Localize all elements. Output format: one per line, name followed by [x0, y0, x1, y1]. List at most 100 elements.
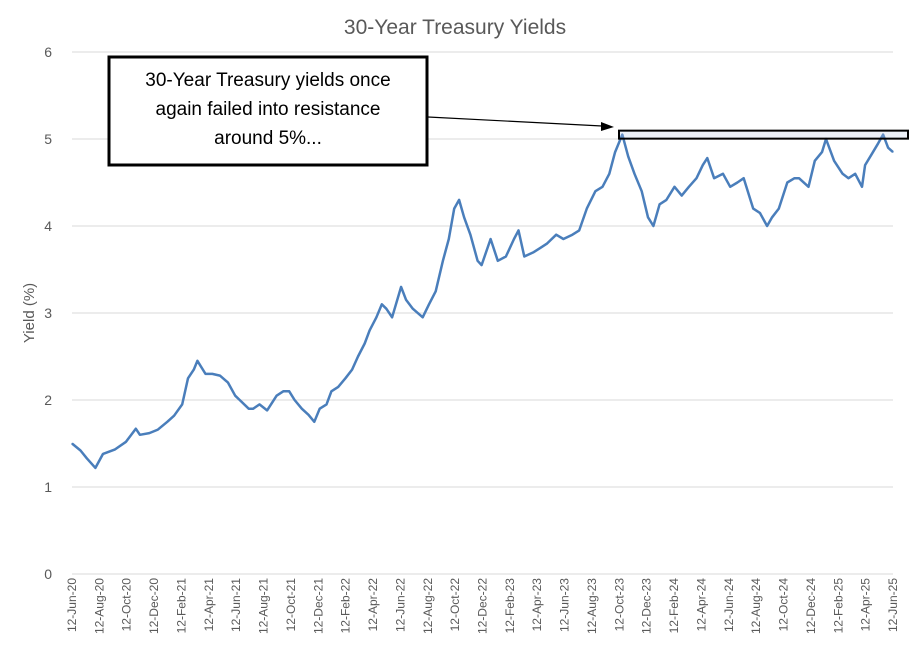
data-point	[505, 255, 507, 258]
data-point	[652, 225, 654, 227]
x-tick-label: 12-Dec-23	[640, 578, 654, 634]
data-point	[288, 390, 290, 392]
x-tick-label: 12-Feb-21	[174, 578, 188, 634]
data-point	[275, 395, 278, 397]
data-point	[695, 177, 698, 179]
x-tick-label: 12-Oct-24	[777, 578, 791, 632]
data-point	[842, 173, 844, 175]
data-point	[546, 242, 548, 244]
data-point	[385, 308, 387, 310]
x-tick-label: 12-Jun-20	[65, 578, 79, 632]
data-point	[571, 234, 574, 236]
data-point	[729, 186, 731, 188]
data-point	[252, 408, 254, 410]
x-tick-label: 12-Feb-23	[503, 578, 517, 634]
yield-series-line	[71, 133, 894, 470]
annotation-line-3: around 5%...	[214, 128, 322, 149]
data-point	[405, 299, 407, 301]
data-point	[422, 316, 424, 318]
data-point	[476, 260, 479, 262]
data-point	[778, 208, 780, 210]
data-point	[139, 434, 141, 436]
data-point	[870, 154, 873, 156]
data-point	[114, 448, 116, 451]
data-point	[330, 390, 333, 392]
data-point	[793, 177, 796, 179]
data-point	[375, 316, 377, 318]
data-point	[887, 147, 889, 149]
x-tick-label: 12-Aug-23	[585, 578, 599, 634]
data-point	[442, 260, 444, 262]
data-point	[248, 408, 250, 410]
data-point	[702, 164, 704, 166]
x-tick-label: 12-Oct-22	[448, 578, 462, 632]
data-point	[234, 395, 236, 397]
y-tick-label: 5	[44, 131, 52, 147]
data-point	[266, 409, 268, 412]
data-point	[196, 360, 199, 362]
data-point	[227, 382, 229, 384]
data-point	[533, 251, 535, 253]
data-point	[463, 216, 465, 218]
data-point	[489, 238, 492, 240]
data-point	[102, 453, 104, 455]
data-point	[211, 373, 213, 375]
annotation-arrow-line	[427, 116, 603, 127]
data-point	[771, 216, 773, 218]
data-point	[513, 238, 515, 240]
annotation-line-2: again failed into resistance	[156, 99, 381, 120]
data-point	[688, 186, 690, 188]
data-point	[325, 403, 328, 405]
data-point	[882, 134, 884, 136]
data-point	[833, 160, 835, 162]
y-tick-label: 0	[44, 566, 52, 582]
data-point	[181, 403, 183, 405]
data-point	[282, 390, 284, 392]
x-tick-label: 12-Jun-23	[558, 578, 572, 632]
data-point	[562, 238, 565, 240]
data-point	[453, 208, 455, 210]
data-point	[814, 160, 816, 162]
y-tick-label: 1	[44, 479, 52, 495]
data-point	[193, 368, 195, 371]
data-point	[71, 442, 73, 445]
data-point	[555, 234, 557, 236]
y-tick-label: 6	[44, 44, 52, 60]
x-tick-label: 12-Dec-24	[804, 578, 818, 634]
x-axis-ticks: 12-Jun-20 12-Aug-20 12-Oct-20 12-Dec-20 12-F…	[65, 578, 900, 634]
data-point	[633, 173, 636, 175]
data-point	[821, 151, 823, 153]
x-tick-label: 12-Feb-25	[831, 578, 845, 634]
data-point	[400, 286, 402, 288]
x-tick-label: 12-Dec-20	[147, 578, 161, 634]
data-point	[307, 414, 310, 416]
chart-title: 30-Year Treasury Yields	[344, 16, 566, 39]
data-point	[854, 173, 856, 175]
x-tick-label: 12-Aug-22	[421, 578, 435, 634]
data-point	[79, 449, 82, 452]
series-layer	[71, 133, 894, 470]
x-tick-label: 12-Oct-20	[120, 578, 134, 632]
data-point	[608, 173, 610, 175]
x-tick-label: 12-Jun-22	[393, 578, 407, 632]
data-point	[523, 255, 525, 258]
data-point	[892, 151, 894, 153]
data-point	[713, 177, 715, 179]
data-point	[369, 329, 371, 331]
data-point	[319, 408, 321, 410]
data-point	[736, 181, 739, 184]
x-tick-label: 12-Aug-20	[92, 578, 106, 634]
data-point	[766, 225, 768, 227]
resistance-box	[618, 129, 909, 140]
data-point	[497, 260, 499, 262]
y-tick-label: 4	[44, 218, 52, 234]
data-point	[706, 157, 708, 159]
x-tick-label: 12-Aug-24	[749, 578, 763, 634]
data-point	[469, 234, 471, 236]
data-point	[239, 399, 241, 401]
data-point	[125, 441, 127, 443]
data-point	[344, 377, 346, 379]
data-point	[759, 212, 761, 214]
data-point	[864, 164, 866, 166]
data-point	[722, 173, 724, 175]
